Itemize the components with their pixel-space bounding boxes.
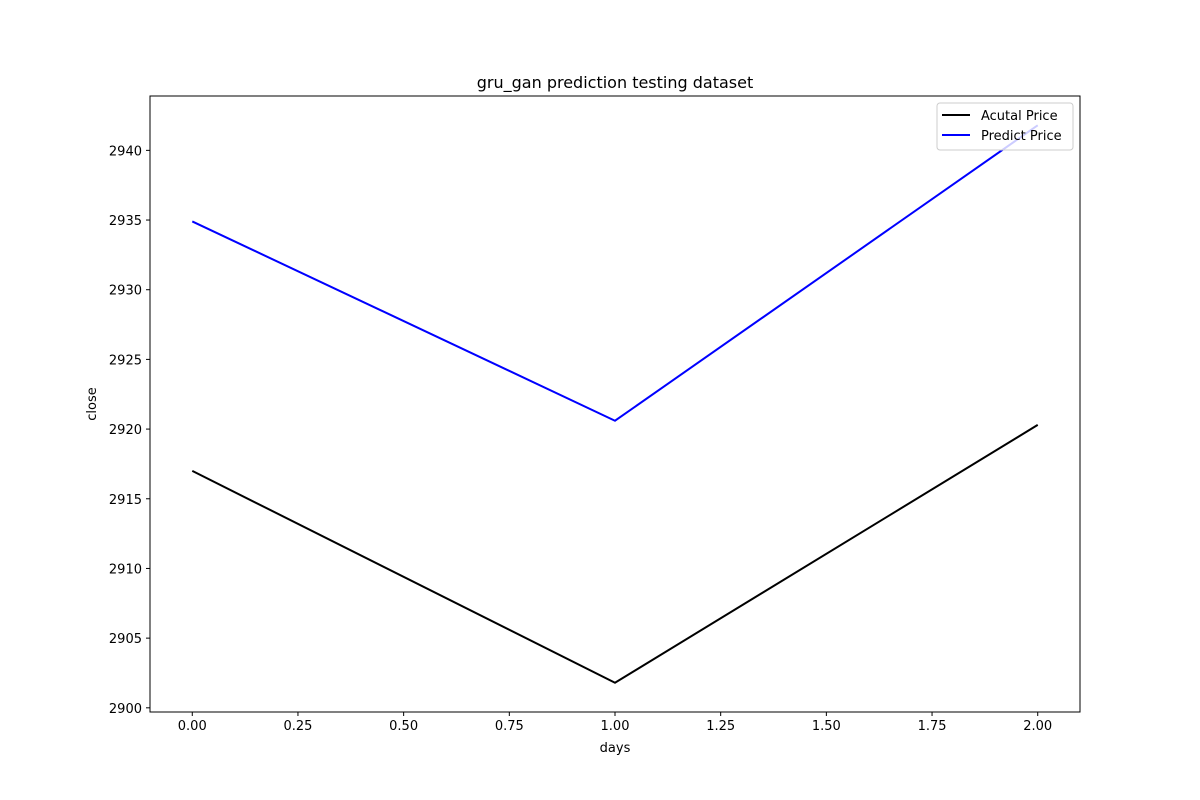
- x-tick-label: 1.50: [812, 719, 841, 734]
- plot-frame: [149, 95, 1081, 713]
- x-axis-title: days: [600, 741, 631, 756]
- y-tick-label: 2925: [109, 353, 142, 368]
- y-tick-label: 2930: [109, 284, 142, 299]
- y-axis-title: close: [85, 387, 100, 420]
- x-tick-label: 0.50: [389, 719, 418, 734]
- x-tick-label: 1.00: [601, 719, 630, 734]
- plot-series-group: [191, 124, 1039, 684]
- y-tick-label: 2910: [109, 562, 142, 577]
- y-tick-label: 2915: [109, 493, 142, 508]
- chart-title: gru_gan prediction testing dataset: [477, 73, 753, 93]
- y-tick-label: 2900: [109, 702, 142, 717]
- y-tick-label: 2940: [109, 144, 142, 159]
- x-axis: 0.00 0.25 0.50 0.75 1.00 1.25 1.50 1.75 2.00: [178, 712, 1052, 734]
- series-line-0: [191, 424, 1039, 684]
- legend-label: Predict Price: [981, 129, 1062, 144]
- y-tick-label: 2920: [109, 423, 142, 438]
- y-axis: 2900 2905 2910 2915 2920 2925 2930 2935 2940: [109, 144, 150, 717]
- x-tick-label: 2.00: [1023, 719, 1052, 734]
- legend-label: Acutal Price: [981, 109, 1058, 124]
- x-tick-label: 0.25: [283, 719, 312, 734]
- x-tick-label: 0.75: [495, 719, 524, 734]
- x-tick-label: 1.75: [918, 719, 947, 734]
- legend: Acutal Price Predict Price: [936, 102, 1074, 151]
- x-tick-label: 1.25: [706, 719, 735, 734]
- y-tick-label: 2935: [109, 214, 142, 229]
- series-line-1: [191, 124, 1039, 422]
- x-tick-label: 0.00: [178, 719, 207, 734]
- y-tick-label: 2905: [109, 632, 142, 647]
- legend-box: [936, 102, 1074, 151]
